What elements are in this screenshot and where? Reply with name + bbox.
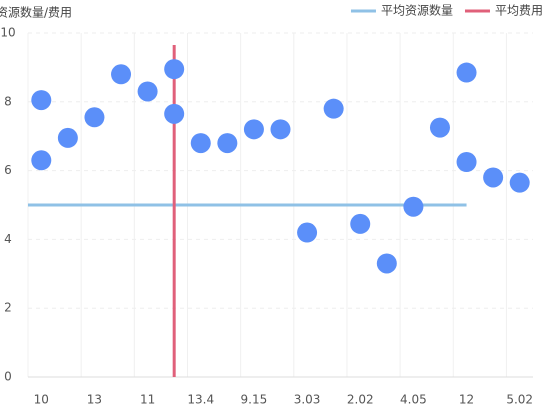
x-tick-label: 9.15 (241, 393, 268, 407)
y-axis-label: 资源数量/费用 (0, 5, 72, 20)
point (376, 253, 397, 274)
x-tick-label: 13 (87, 393, 102, 407)
x-tick-label: 12 (459, 393, 474, 407)
y-tick-label: 10 (0, 26, 15, 40)
point (243, 119, 264, 140)
point (456, 62, 477, 83)
x-tick-label: 4.05 (400, 393, 427, 407)
point (57, 127, 78, 148)
y-tick-label: 6 (4, 163, 12, 177)
point (270, 119, 291, 140)
x-tick-label: 5.02 (506, 393, 533, 407)
y-tick-label: 4 (4, 232, 12, 246)
point (164, 103, 185, 124)
point (429, 117, 450, 138)
point (297, 222, 318, 243)
point (456, 152, 477, 172)
point (84, 107, 105, 128)
point (164, 59, 185, 80)
point (111, 64, 132, 85)
y-tick-label: 0 (4, 370, 12, 384)
point (31, 150, 52, 171)
point (323, 98, 344, 119)
x-tick-label: 3.03 (294, 393, 321, 407)
x-tick-label: 13.4 (187, 393, 214, 407)
point (190, 133, 211, 154)
point (137, 81, 158, 102)
point (403, 196, 424, 217)
point (350, 213, 371, 234)
point (509, 172, 530, 193)
x-tick-label: 11 (140, 393, 155, 407)
x-tick-label: 2.02 (347, 393, 374, 407)
point (483, 167, 504, 188)
y-tick-label: 2 (4, 301, 12, 315)
y-tick-label: 8 (4, 94, 12, 108)
point (31, 90, 52, 111)
legend-label: 平均费用 (495, 4, 543, 18)
point (217, 133, 238, 154)
x-tick-label: 10 (34, 393, 49, 407)
legend-label: 平均资源数量 (381, 3, 453, 18)
